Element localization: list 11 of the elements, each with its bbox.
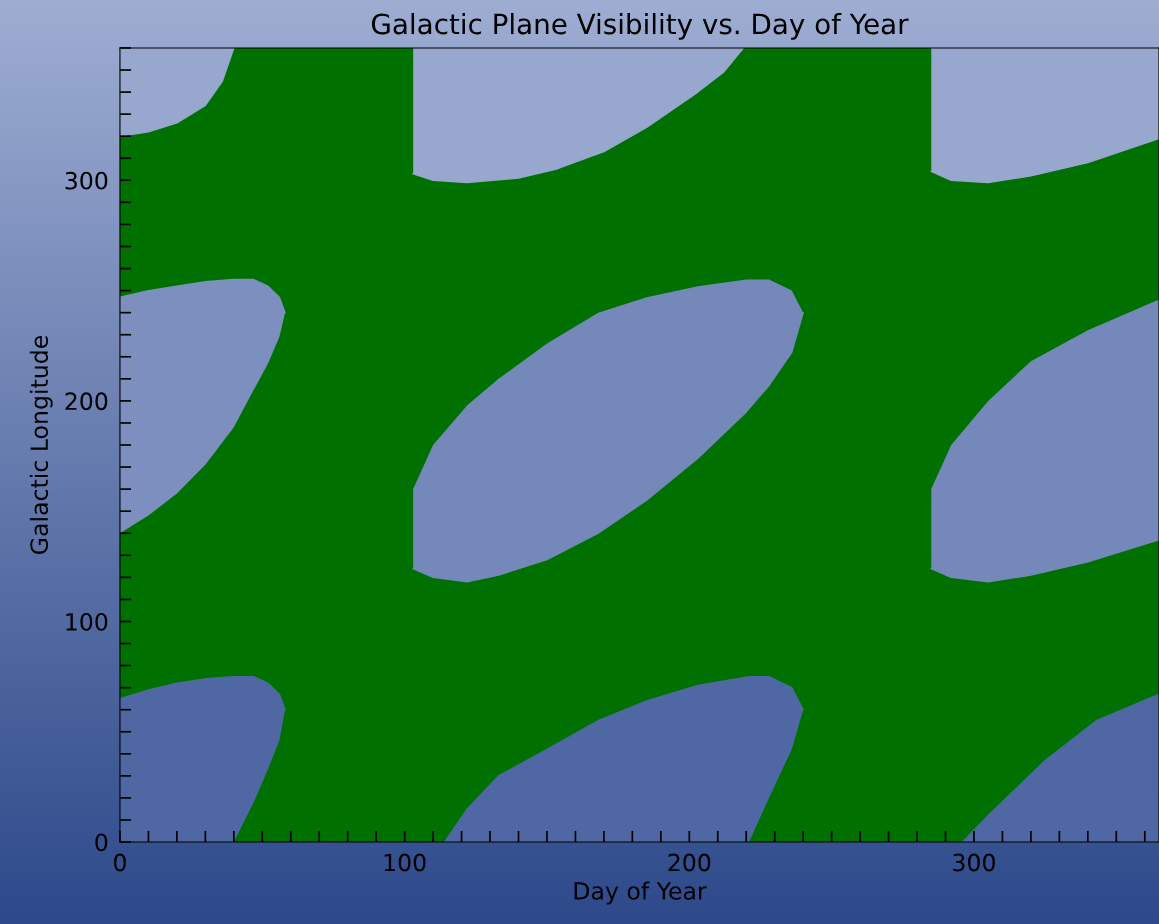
y-tick-label: 300 (65, 171, 108, 190)
y-tick-label: 0 (95, 833, 108, 852)
y-tick-label: 100 (66, 612, 108, 631)
chart-title: Galactic Plane Visibility vs. Day of Year (371, 12, 909, 40)
x-tick-label: 100 (384, 853, 426, 872)
y-axis-title: Galactic Longitude (29, 336, 53, 554)
x-tick-label: 200 (668, 853, 711, 872)
x-tick-label: 0 (114, 853, 126, 872)
x-tick-label: 300 (953, 853, 995, 872)
y-tick-label: 200 (65, 392, 108, 411)
x-axis-title: Day of Year (574, 881, 707, 905)
